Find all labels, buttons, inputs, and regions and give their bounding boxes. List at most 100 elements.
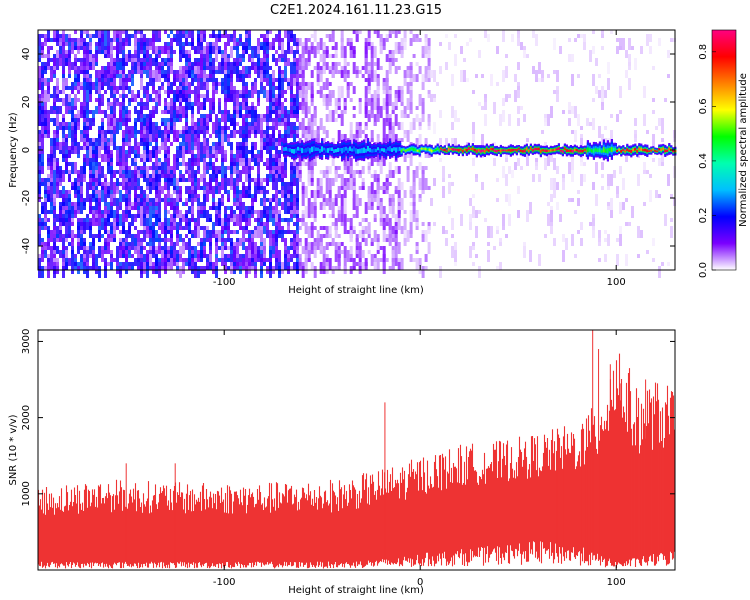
spectrogram-noise-cell [388,58,392,62]
spectrogram-noise-cell [38,46,41,58]
spectrogram-noise-cell [400,138,404,142]
spectrogram-noise-cell [122,122,125,126]
spectrogram-noise-cell [215,50,218,62]
spectrogram-signal-cell [533,147,536,151]
spectrogram-noise-cell [293,54,296,58]
spectrogram-noise-cell [625,154,628,162]
spectrogram-noise-cell [77,154,80,158]
spectrogram-noise-cell [185,114,188,118]
spectrogram-noise-cell [568,54,571,62]
spectrogram-noise-cell [322,98,326,106]
spectrogram-noise-cell [263,90,266,98]
spectrogram-noise-cell [379,162,383,174]
spectrogram-noise-cell [293,214,296,218]
spectrogram-noise-cell [212,46,215,54]
spectrogram-noise-cell [290,214,293,218]
spectrogram-noise-cell [266,258,269,262]
spectrogram-noise-cell [337,130,341,142]
spectrogram-noise-cell [107,126,110,130]
spectrogram-noise-cell [610,114,613,118]
spectrogram-noise-cell [421,102,425,114]
spectrogram-noise-cell [107,202,110,210]
spectrogram-noise-cell [251,66,254,70]
spectrogram-noise-cell [263,238,266,250]
spectrogram-noise-cell [236,178,239,182]
spectrogram-noise-cell [239,134,242,138]
spectrogram-signal-cell [327,148,330,153]
spectrogram-noise-cell [379,66,383,70]
spectrogram-noise-cell [260,150,263,162]
spectrogram-signal-cell [439,147,442,150]
spectrogram-noise-cell [158,66,161,70]
spectrogram-noise-cell [248,54,251,62]
spectrogram-noise-cell [406,82,410,94]
spectrogram-noise-cell [203,82,206,90]
spectrogram-noise-cell [233,222,236,226]
spectrogram-noise-cell [310,214,314,218]
spectrogram-noise-cell [224,74,227,78]
spectrogram-signal-cell [567,149,570,152]
spectrogram-noise-cell [131,98,134,102]
spectrogram-noise-cell [269,110,272,114]
spectrogram-noise-cell [358,246,362,258]
spectrogram-noise-cell [149,250,152,254]
spectrogram-noise-cell [278,98,281,106]
spectrogram-noise-cell [301,86,305,94]
spectrogram-noise-cell [74,138,77,142]
spectrogram-noise-cell [370,94,374,98]
spectrogram-noise-cell [643,114,646,126]
spectrogram-noise-cell [206,190,209,202]
spectrogram-noise-cell [221,162,224,166]
spectrogram-noise-cell [98,238,101,242]
spectrogram-noise-cell [391,122,395,126]
spectrogram-noise-cell [185,186,188,190]
spectrogram-noise-cell [460,70,463,82]
spectrogram-noise-cell [68,234,71,238]
spectrogram-signal-cell [521,150,524,153]
spectrogram-noise-cell [53,254,56,258]
spectrogram-noise-cell [301,102,305,110]
spectrogram-noise-cell [652,66,655,70]
spectrogram-noise-cell [122,58,125,66]
spectrogram-noise-cell [212,222,215,234]
spectrogram-noise-cell [143,126,146,134]
spectrogram-noise-cell [68,86,71,90]
spectrogram-noise-cell [388,122,392,134]
spectrogram-noise-cell [137,210,140,214]
spectrogram-noise-cell [218,82,221,86]
spectrogram-noise-cell [472,194,475,198]
spectrogram-noise-cell [233,122,236,130]
spectrogram-noise-cell [236,162,239,174]
spectrogram-noise-cell [170,62,173,74]
spectrogram-noise-cell [92,110,95,122]
spectrogram-noise-cell [161,46,164,54]
spectrogram-noise-cell [604,230,607,234]
spectrogram-noise-cell [218,210,221,214]
spectrogram-noise-cell [197,158,200,166]
spectrogram-noise-cell [281,166,284,174]
spectrogram-noise-cell [598,126,601,138]
spectrogram-noise-cell [92,162,95,166]
spectrogram-noise-cell [355,34,359,42]
spectrogram-noise-cell [346,230,350,234]
spectrogram-signal-cell [630,149,633,153]
spectrogram-noise-cell [248,110,251,114]
spectrogram-noise-cell [131,34,134,38]
spectrogram-noise-cell [140,74,143,78]
spectrogram-signal-cell [404,149,407,152]
spectrogram-noise-cell [364,126,368,130]
spectrogram-noise-cell [86,222,89,230]
spectrogram-noise-cell [400,90,404,102]
spectrogram-noise-cell [619,234,622,246]
spectrogram-noise-cell [409,38,413,46]
spectrogram-signal-cell [359,148,362,154]
spectrogram-noise-cell [65,170,68,174]
spectrogram-noise-cell [140,78,143,82]
spectrogram-noise-cell [200,174,203,182]
spectrogram-noise-cell [281,182,284,186]
spectrogram-noise-cell [245,166,248,174]
spectrogram-noise-cell [227,258,230,262]
spectrogram-noise-cell [239,78,242,82]
spectrogram-noise-cell [155,230,158,242]
spectrogram-noise-cell [119,230,122,234]
